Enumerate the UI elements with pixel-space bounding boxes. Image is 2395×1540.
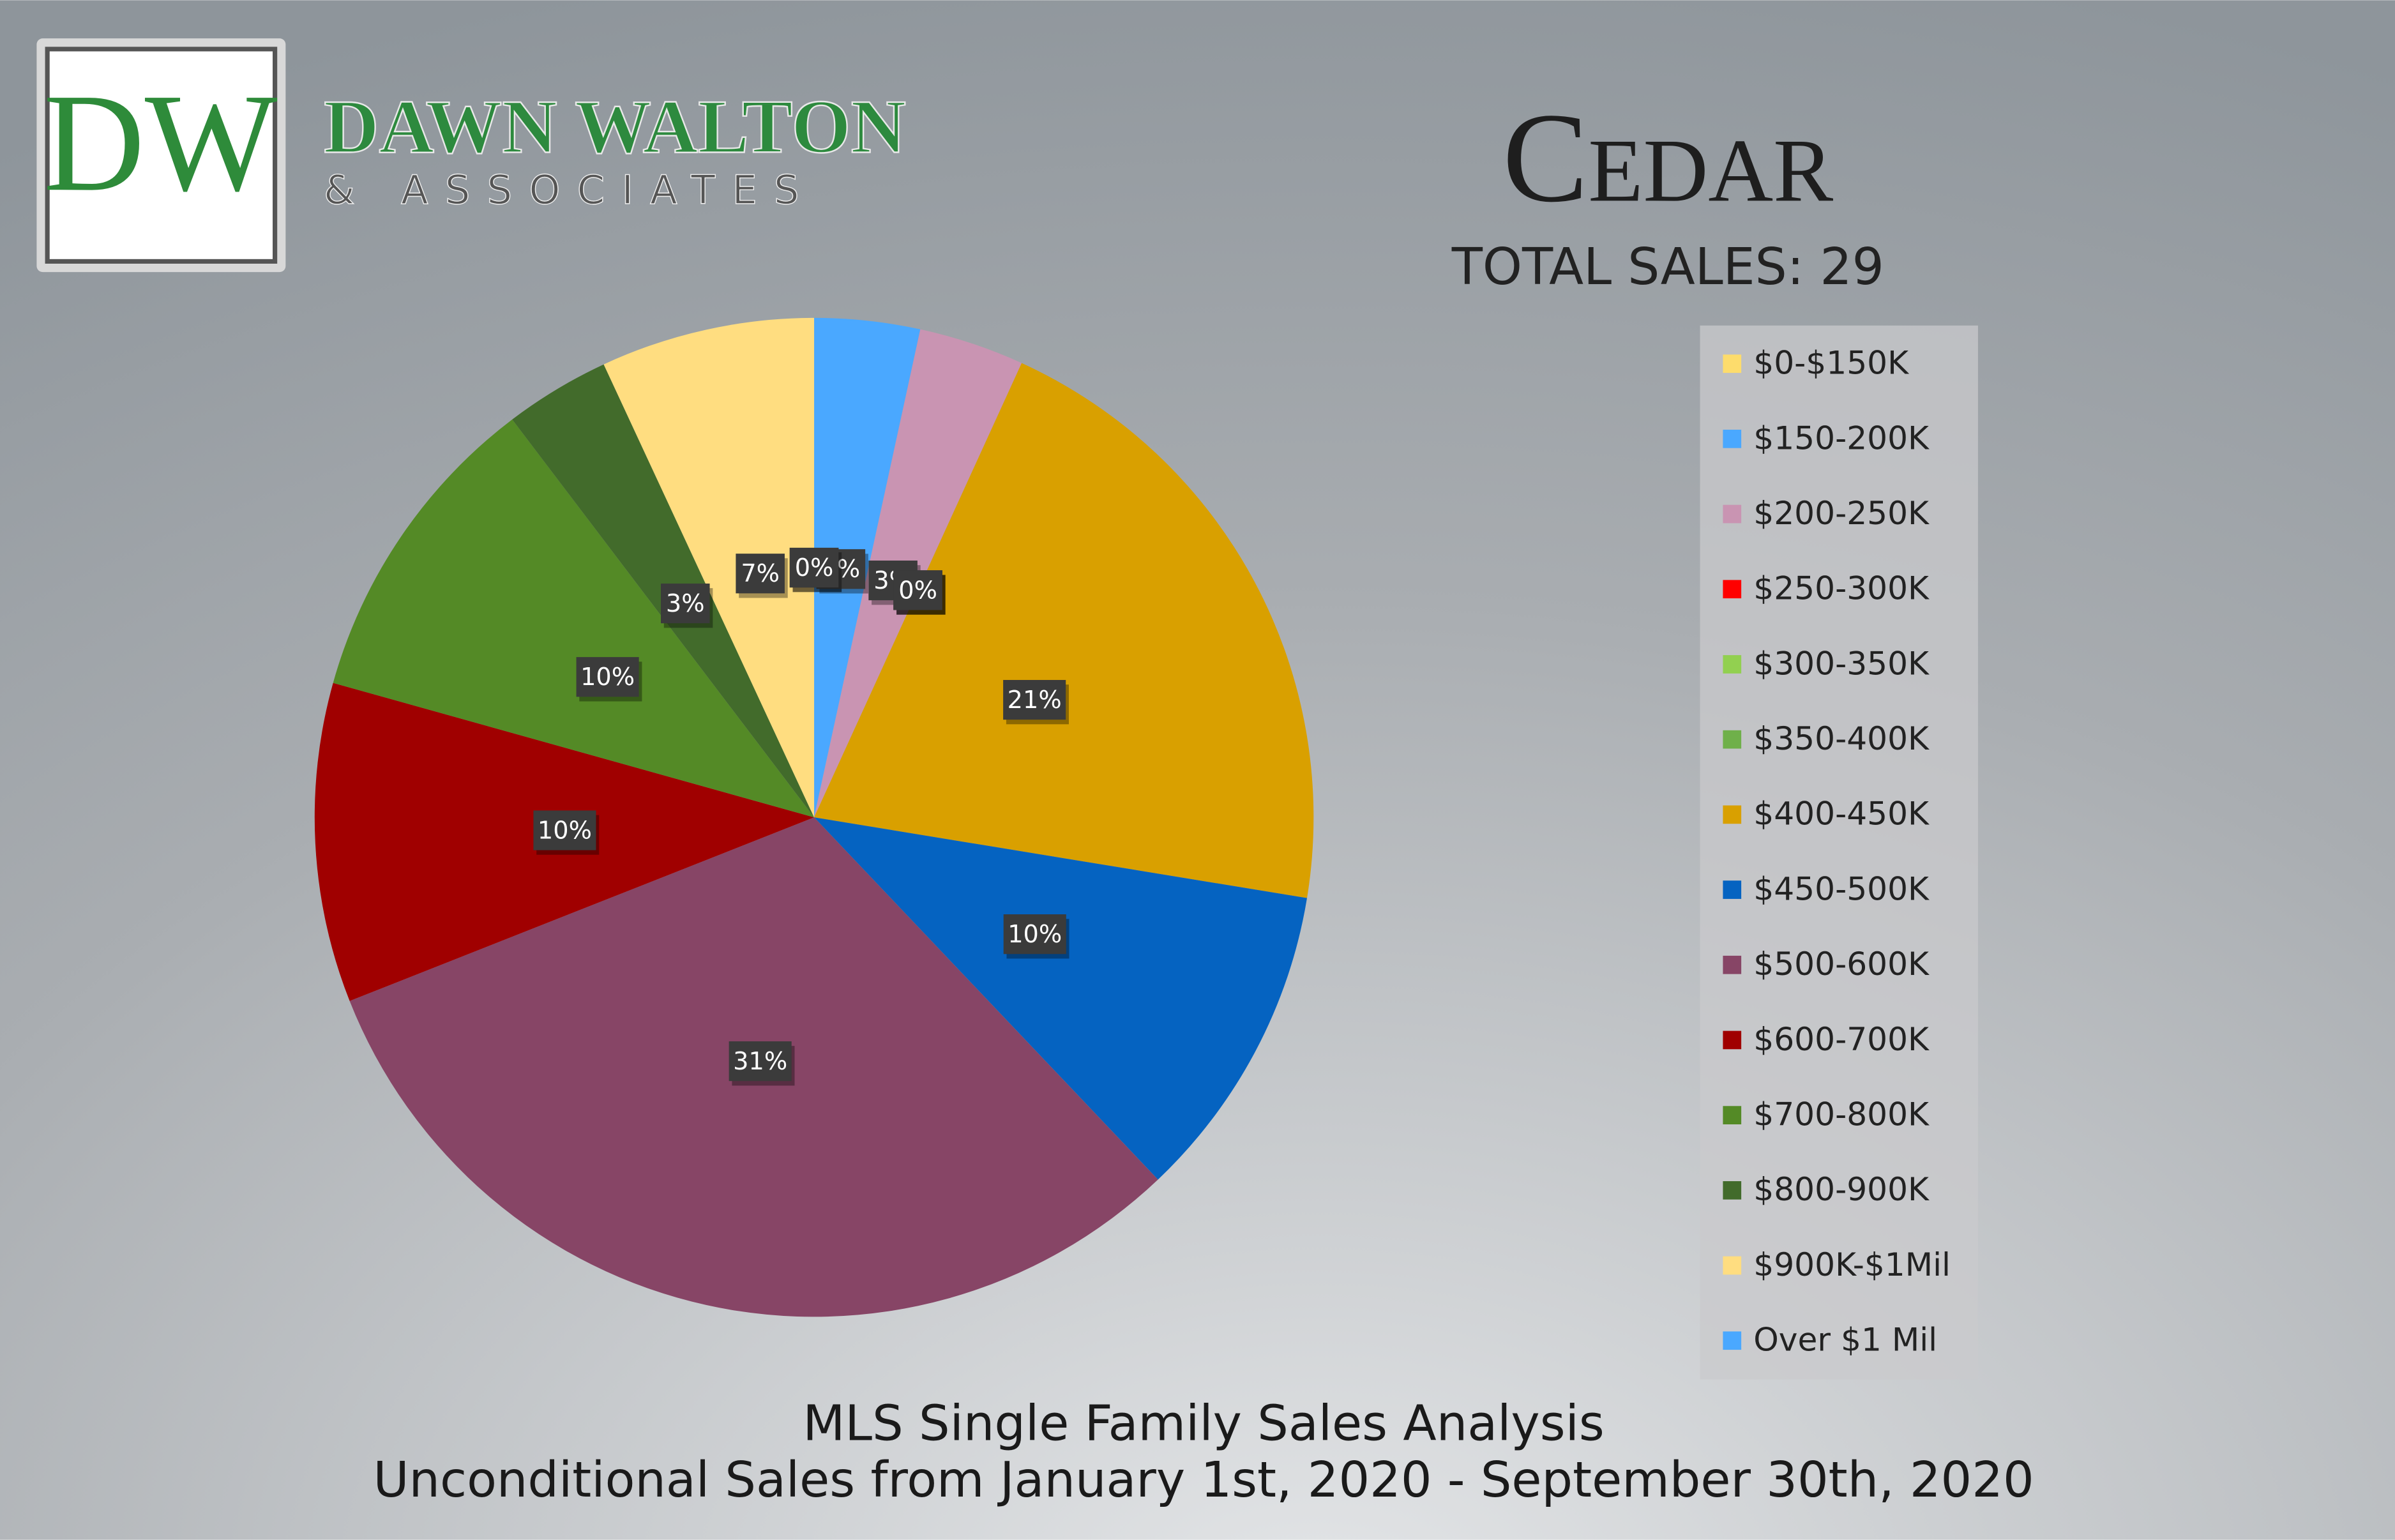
legend-label: $0-$150K (1753, 344, 1909, 382)
legend-label: $200-250K (1753, 494, 1930, 532)
legend-label: $400-450K (1753, 795, 1930, 833)
data-label: 10% (580, 663, 635, 691)
footer-line: MLS Single Family Sales Analysis (803, 1396, 1604, 1453)
legend-label: $600-700K (1753, 1020, 1930, 1058)
legend-swatch (1723, 805, 1742, 824)
legend-swatch (1723, 1030, 1742, 1050)
pie-slice (814, 817, 1308, 1180)
chart-title: Cedar (1502, 87, 1833, 229)
legend-swatch (1723, 730, 1742, 749)
legend-swatch (1723, 655, 1742, 674)
data-label-box (661, 583, 710, 624)
legend-swatch (1723, 504, 1742, 524)
legend-swatch (1723, 1181, 1742, 1200)
data-label-box (1003, 679, 1066, 720)
legend-box (1700, 325, 1978, 1380)
legend-swatch (1723, 430, 1742, 448)
data-label: 0% (898, 576, 937, 605)
legend-label: $500-600K (1753, 945, 1930, 983)
legend-swatch (1723, 580, 1742, 599)
footer-line: Unconditional Sales from January 1st, 20… (373, 1452, 2034, 1509)
data-label-box (736, 554, 785, 594)
legend-label: $800-900K (1753, 1170, 1930, 1208)
legend-label: $300-350K (1753, 644, 1930, 682)
chart-subtitle: TOTAL SALES: 29 (1451, 238, 1884, 296)
legend-swatch (1723, 1256, 1742, 1275)
logo-tagline: & ASSOCIATES (324, 167, 816, 213)
legend-swatch (1723, 880, 1742, 899)
data-label: 31% (733, 1047, 787, 1076)
data-label: 0% (795, 554, 834, 582)
legend-swatch (1723, 354, 1742, 374)
legend-swatch (1723, 955, 1742, 974)
legend-label: $350-400K (1753, 720, 1930, 757)
legend-label: $700-800K (1753, 1096, 1930, 1133)
logo-name: DAWN WALTON (324, 84, 906, 169)
legend-label: $250-300K (1753, 570, 1930, 607)
legend-swatch (1723, 1331, 1742, 1350)
legend-label: $150-200K (1753, 419, 1930, 457)
data-label-box (533, 810, 596, 850)
data-label: 7% (741, 559, 780, 588)
data-label-box (576, 657, 639, 697)
data-label: 21% (1008, 686, 1062, 714)
pie-slice (333, 419, 815, 818)
data-label-box (1003, 914, 1066, 955)
legend-swatch (1723, 1106, 1742, 1124)
data-label: 3% (666, 589, 705, 618)
data-label-box (893, 570, 942, 610)
pie-slice (814, 317, 921, 818)
pie-slice (814, 363, 1314, 898)
logo-initials: DW (43, 64, 278, 220)
data-label-box (789, 547, 839, 588)
legend-label: $450-500K (1753, 870, 1930, 907)
legend-label: $900K-$1Mil (1753, 1246, 1951, 1283)
data-label: 10% (538, 816, 592, 845)
pie-slice (603, 317, 815, 818)
logo-box (45, 47, 278, 264)
data-label: 10% (1008, 920, 1062, 949)
data-label-box (729, 1041, 792, 1082)
legend-label: Over $1 Mil (1753, 1321, 1937, 1359)
